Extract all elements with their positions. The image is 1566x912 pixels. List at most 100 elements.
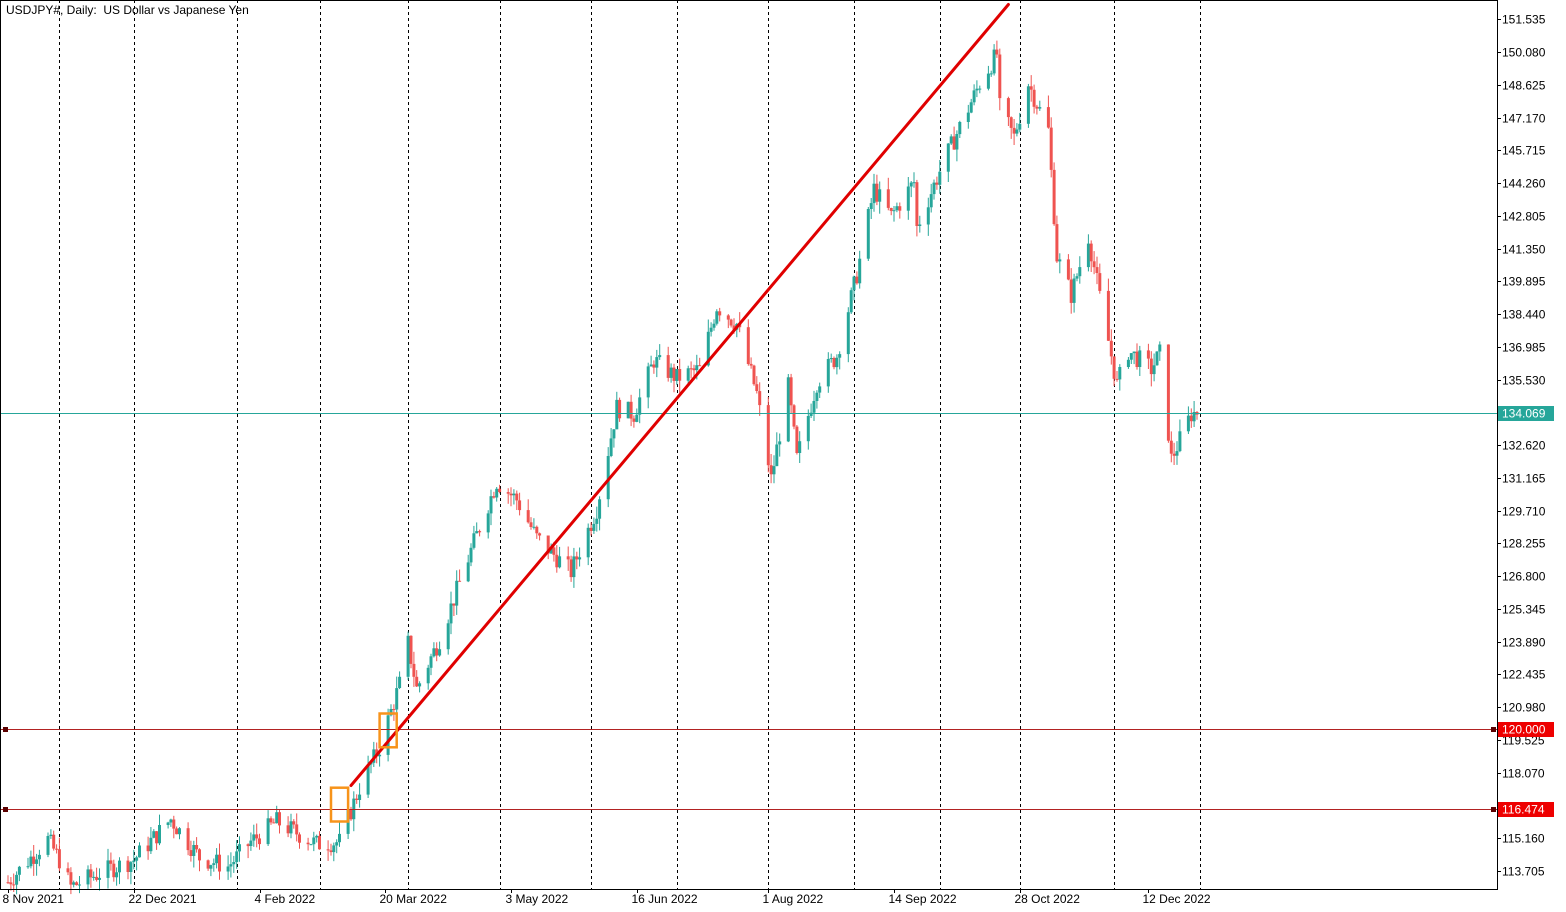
candle-body	[1006, 98, 1010, 118]
candle-body	[9, 882, 13, 885]
candle-body	[109, 860, 113, 864]
y-axis: 151.535 150.080 148.625 147.170 145.715 144.2…	[1497, 13, 1546, 879]
candle-body	[235, 851, 239, 862]
y-tick-label: 122.435	[1502, 668, 1546, 682]
candle-body	[798, 441, 802, 453]
candle-body	[292, 821, 296, 825]
candle-body	[506, 492, 510, 494]
candle-body	[1192, 412, 1196, 422]
candle-body	[966, 112, 970, 122]
candle-body	[749, 363, 753, 366]
candle-body	[1135, 351, 1139, 367]
price-labels: 120.000 116.474 134.069	[1498, 406, 1554, 817]
candle-body	[526, 510, 530, 523]
candle-body	[1129, 353, 1133, 360]
candle-body	[809, 412, 813, 416]
y-tick-label: 138.440	[1502, 308, 1546, 322]
candle-body	[1012, 127, 1016, 134]
candle-body	[989, 73, 993, 75]
candle-body	[686, 368, 690, 381]
candle-body	[772, 466, 776, 475]
candle-body	[1038, 107, 1042, 109]
candle-body	[932, 182, 936, 195]
candle-body	[429, 656, 433, 668]
candle-body	[452, 603, 456, 606]
candle-body	[398, 676, 402, 688]
candle-body	[472, 533, 476, 548]
chart-title: USDJPY#, Daily: US Dollar vs Japanese Ye…	[6, 3, 249, 17]
y-tick-label: 131.165	[1502, 472, 1546, 486]
candle-body	[672, 367, 676, 381]
candle-body	[432, 648, 436, 657]
candle-body	[1089, 243, 1093, 262]
candle-body	[72, 882, 76, 885]
price-tag-label: 134.069	[1502, 407, 1546, 421]
candle-body	[549, 547, 553, 554]
y-tick-label: 148.625	[1502, 79, 1546, 93]
y-tick-label: 139.895	[1502, 275, 1546, 289]
candle-body	[332, 845, 336, 853]
candle-body	[606, 456, 610, 500]
candle-body	[66, 868, 70, 873]
candle-body	[295, 824, 299, 835]
candle-body	[112, 863, 116, 878]
candle-body	[69, 872, 73, 885]
candle-body	[998, 54, 1002, 99]
candle-body	[652, 364, 656, 368]
candle-body	[875, 183, 879, 202]
candle-body	[406, 635, 410, 677]
candle-body	[1066, 259, 1070, 280]
candle-body	[198, 849, 201, 861]
candle-body	[469, 547, 473, 563]
candle-body	[826, 359, 830, 387]
candle-body	[532, 526, 536, 528]
candle-body	[555, 554, 559, 568]
candle-body	[1069, 279, 1073, 303]
price-tag-background	[1498, 406, 1554, 421]
y-tick-label: 120.980	[1502, 701, 1546, 715]
candle-body	[378, 754, 382, 757]
candle-body	[1026, 86, 1030, 124]
candle-body	[638, 397, 642, 415]
candle-body	[515, 493, 519, 501]
level-anchor	[1491, 727, 1496, 732]
candle-body	[1186, 415, 1190, 432]
candle-body	[878, 189, 882, 202]
candle-body	[946, 143, 950, 172]
candle-body	[426, 667, 430, 684]
candle-body	[17, 866, 21, 875]
candle-body	[349, 809, 353, 820]
candle-body	[935, 182, 939, 185]
candle-body	[1178, 431, 1182, 452]
candle-body	[1035, 106, 1039, 109]
y-tick-label: 147.170	[1502, 112, 1546, 126]
candle-body	[209, 865, 213, 869]
candle-body	[775, 444, 779, 467]
candle-body	[1146, 350, 1150, 359]
candle-body	[618, 399, 622, 419]
candle-body	[675, 369, 679, 381]
trendline-layer	[349, 3, 1010, 787]
candle-body	[192, 845, 196, 856]
y-tick-label: 151.535	[1502, 13, 1546, 27]
x-tick-label: 3 May 2022	[506, 892, 569, 906]
candle-body	[866, 209, 870, 259]
x-tick-label: 14 Sep 2022	[889, 892, 957, 906]
candle-body	[786, 377, 790, 442]
x-tick-label: 22 Dec 2021	[129, 892, 197, 906]
candle-body	[995, 49, 999, 55]
y-tick-label: 125.345	[1502, 603, 1546, 617]
candle-body	[158, 825, 161, 844]
candle-body	[512, 493, 516, 496]
candle-body	[578, 557, 582, 560]
price-tag-label: 120.000	[1502, 723, 1546, 737]
candle-body	[352, 798, 356, 820]
candle-body	[269, 818, 273, 823]
candle-body	[729, 319, 733, 326]
candle-body	[246, 844, 250, 847]
candle-body	[552, 547, 556, 555]
candle-body	[692, 368, 696, 371]
candle-body	[1112, 356, 1116, 379]
x-tick-label: 28 Oct 2022	[1015, 892, 1081, 906]
candle-body	[1055, 224, 1059, 262]
